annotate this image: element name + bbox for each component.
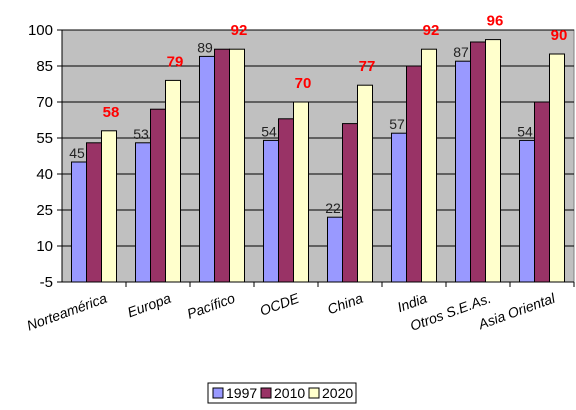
bar bbox=[327, 216, 343, 283]
legend-swatch bbox=[260, 387, 272, 399]
data-label: 54 bbox=[261, 123, 277, 139]
data-label: 92 bbox=[231, 22, 248, 39]
legend-label: 2020 bbox=[322, 385, 353, 401]
bar bbox=[342, 123, 358, 283]
legend-swatch bbox=[308, 387, 320, 399]
bar bbox=[278, 118, 294, 283]
y-tick-label: 10 bbox=[36, 238, 53, 255]
bar bbox=[86, 142, 102, 283]
y-tick-label: 70 bbox=[36, 94, 53, 111]
bar bbox=[229, 48, 245, 283]
x-tick-label: Europa bbox=[125, 290, 173, 321]
data-label: 53 bbox=[133, 126, 149, 142]
bar bbox=[101, 130, 117, 283]
data-label: 70 bbox=[295, 75, 312, 92]
data-label: 22 bbox=[325, 200, 341, 216]
x-tick-label: India bbox=[395, 290, 429, 315]
x-tick-label: Pacífico bbox=[185, 290, 237, 322]
data-label: 45 bbox=[69, 145, 85, 161]
data-label: 58 bbox=[103, 104, 120, 121]
bar bbox=[165, 79, 181, 283]
x-tick-label: China bbox=[325, 290, 365, 318]
bar bbox=[150, 108, 166, 283]
x-tick-label: Norteamérica bbox=[25, 290, 110, 334]
data-label: 54 bbox=[517, 123, 533, 139]
y-tick-label: 40 bbox=[36, 166, 53, 183]
y-tick-label: 100 bbox=[28, 22, 53, 39]
legend-label: 2010 bbox=[274, 385, 305, 401]
data-label: 89 bbox=[197, 39, 213, 55]
bar bbox=[263, 139, 279, 283]
x-tick-label: OCDE bbox=[258, 290, 302, 319]
bar bbox=[357, 84, 373, 283]
bar bbox=[135, 142, 151, 283]
bar bbox=[199, 55, 215, 283]
data-label: 79 bbox=[167, 53, 184, 70]
legend-label: 1997 bbox=[226, 385, 257, 401]
bar bbox=[534, 101, 550, 283]
bar bbox=[71, 161, 87, 283]
bar bbox=[455, 60, 471, 283]
legend-swatch bbox=[212, 387, 224, 399]
bar bbox=[470, 41, 486, 283]
data-label: 87 bbox=[453, 44, 469, 60]
bar bbox=[519, 139, 535, 283]
bar bbox=[549, 53, 565, 283]
bar bbox=[421, 48, 437, 283]
bar bbox=[293, 101, 309, 283]
data-label: 96 bbox=[487, 13, 504, 30]
data-label: 57 bbox=[389, 116, 405, 132]
y-tick-label: 25 bbox=[36, 202, 53, 219]
data-label: 92 bbox=[423, 22, 440, 39]
y-tick-label: -5 bbox=[40, 274, 53, 291]
bar bbox=[214, 48, 230, 283]
bar bbox=[485, 39, 501, 283]
data-label: 90 bbox=[551, 27, 568, 44]
data-label: 77 bbox=[359, 58, 376, 75]
bar bbox=[406, 65, 422, 283]
y-tick-label: 85 bbox=[36, 58, 53, 75]
y-tick-label: 55 bbox=[36, 130, 53, 147]
bar bbox=[391, 132, 407, 283]
